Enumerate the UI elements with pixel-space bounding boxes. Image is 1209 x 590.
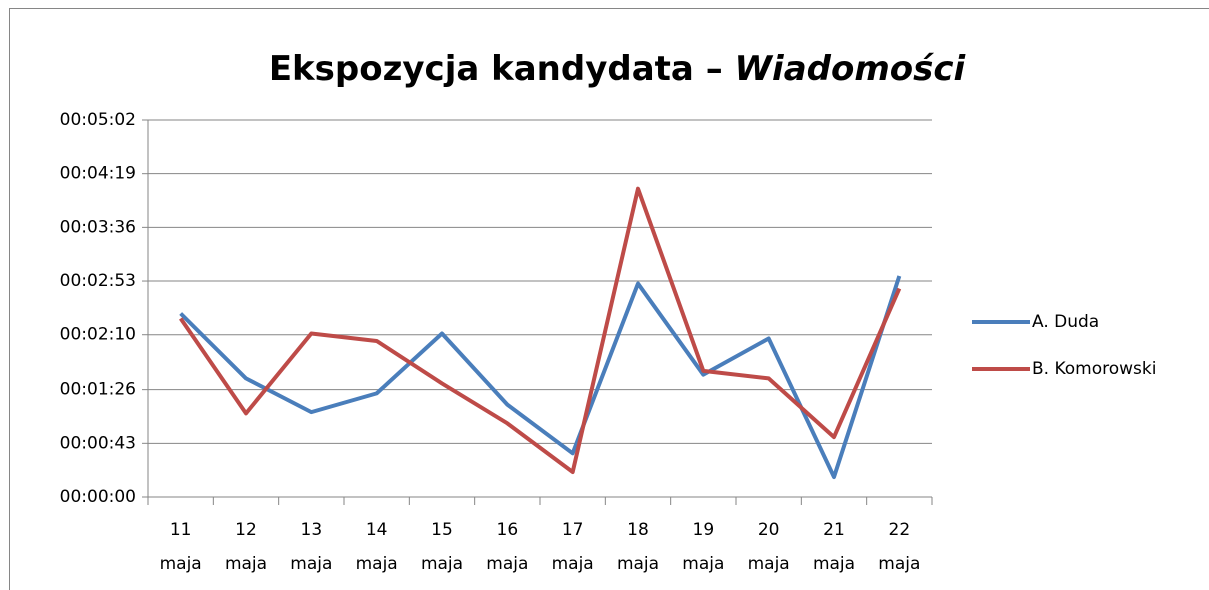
y-tick-label: 00:03:36: [60, 217, 136, 237]
x-tick-label: 20 maja: [748, 520, 790, 574]
legend-label: A. Duda: [1032, 312, 1099, 332]
x-tick-label: 11 maja: [160, 520, 202, 574]
y-tick-label: 00:04:19: [60, 164, 136, 184]
series-line: [179, 186, 902, 475]
x-tick-label: 22 maja: [878, 520, 920, 574]
y-tick-label: 00:01:26: [60, 380, 136, 400]
y-tick-label: 00:02:10: [60, 325, 136, 345]
chart-frame: [9, 8, 1209, 590]
x-tick-label: 19 maja: [682, 520, 724, 574]
x-tick-label: 14 maja: [356, 520, 398, 574]
x-tick-label: 21 maja: [813, 520, 855, 574]
x-tick-label: 17 maja: [552, 520, 594, 574]
y-tick-label: 00:02:53: [60, 271, 136, 291]
x-tick-label: 13 maja: [290, 520, 332, 574]
chart-title: Ekspozycja kandydata – Wiadomości: [269, 49, 967, 89]
x-tick-label: 18 maja: [617, 520, 659, 574]
y-tick-label: 00:00:43: [60, 433, 136, 453]
series-line: [179, 275, 902, 480]
x-tick-label: 15 maja: [421, 520, 463, 574]
y-tick-label: 00:00:00: [60, 487, 136, 507]
x-tick-label: 16 maja: [486, 520, 528, 574]
x-tick-label: 12 maja: [225, 520, 267, 574]
legend-label: B. Komorowski: [1032, 359, 1156, 379]
y-tick-label: 00:05:02: [60, 110, 136, 130]
